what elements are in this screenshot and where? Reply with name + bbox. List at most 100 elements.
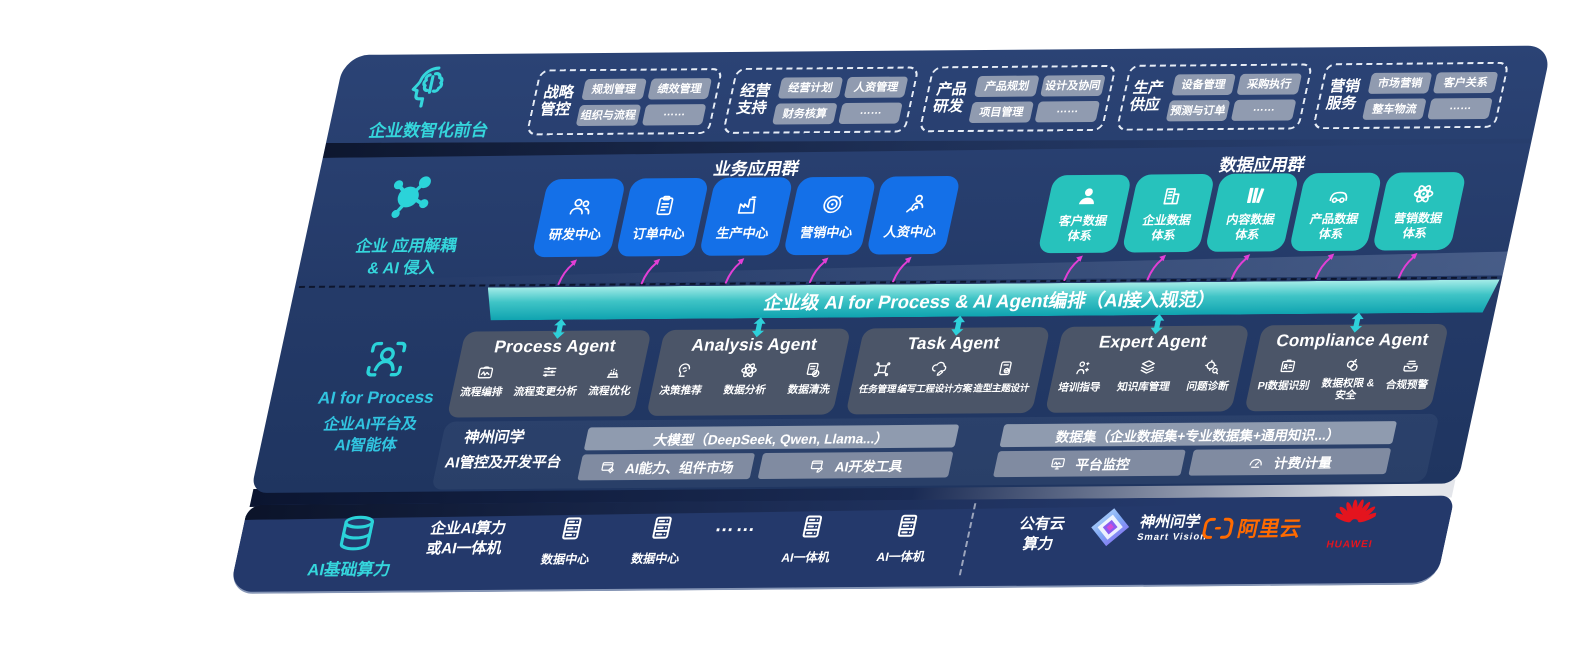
server-icon	[644, 512, 681, 544]
alibaba-cloud-bracket-icon	[1202, 517, 1234, 539]
hr-people-icon	[901, 191, 931, 216]
agent-item: 数据权限 & 安全	[1315, 355, 1383, 402]
flow-arrow-icon	[892, 256, 912, 283]
group-title: 营销服务	[1324, 78, 1362, 113]
training-icon	[1071, 358, 1095, 378]
users-icon	[566, 193, 596, 218]
ai-platform-label-line1: 企业AI平台及	[321, 415, 419, 434]
capability-pill: 组织与流程	[575, 104, 642, 126]
node-ai-appliance-2: AI一体机	[868, 510, 942, 565]
flow-arrow-icon	[1146, 254, 1167, 281]
cell-platform-monitor: 平台监控	[992, 449, 1186, 478]
agent-process: Process Agent 流程编排 流程变更分析 流程优化	[446, 330, 652, 418]
agent-title: Task Agent	[905, 333, 1002, 354]
capability-pill: ……	[1427, 97, 1493, 119]
workflow-icon	[473, 362, 497, 382]
capability-pill: 设计及协同	[1040, 74, 1106, 96]
capability-pill: 人资管理	[843, 76, 909, 98]
car-icon	[1324, 182, 1354, 207]
sliders-icon	[537, 362, 561, 382]
node-ai-appliance-1: AI一体机	[773, 510, 847, 565]
capability-pill: 绩效管理	[647, 77, 713, 100]
huawei-logo: HUAWEI	[1318, 496, 1390, 550]
smart-vision-diamond-icon	[1091, 508, 1130, 547]
capability-pill: 财务核算	[772, 102, 838, 125]
capability-pill: ……	[1034, 100, 1100, 122]
smart-vision-sub: Smart Vision	[1135, 531, 1209, 543]
app-label: 企业数据体系	[1141, 213, 1193, 243]
agent-item: 知识库管理	[1116, 357, 1177, 394]
agent-item: 数据分析	[722, 360, 772, 397]
app-label: 营销数据体系	[1392, 211, 1444, 241]
capability-pill: 预测与订单	[1165, 99, 1231, 121]
data-clean-icon	[801, 360, 825, 380]
datasets-bar: 数据集（企业数据集+专业数据集+通用知识...）	[999, 421, 1398, 448]
capability-pill: 客户关系	[1433, 71, 1499, 93]
link-rings-icon	[1340, 355, 1364, 375]
group-title: 经营支持	[734, 82, 773, 117]
agent-item: 决策推荐	[658, 361, 708, 398]
group-title: 产品研发	[931, 81, 969, 116]
flow-arrow-icon	[557, 259, 578, 285]
agent-expert: Expert Agent 培训指导 知识库管理 问题诊断	[1044, 325, 1250, 413]
ai-bus-label: 企业级 AI for Process & AI Agent编排（AI接入规范）	[761, 288, 1219, 313]
agent-item: 合规预警	[1384, 355, 1434, 392]
cell-ai-components: AI能力、组件市场	[577, 453, 756, 481]
server-icon	[553, 512, 590, 544]
group-title: 战略管控	[538, 84, 576, 119]
agent-item: 问题诊断	[1185, 356, 1235, 393]
agent-title: Analysis Agent	[689, 334, 820, 355]
flow-arrow-icon	[1314, 253, 1335, 280]
ellipsis-label: ……	[713, 514, 760, 537]
factory-icon	[734, 192, 764, 217]
server-icon	[794, 510, 831, 542]
app-box-marketing-center: 营销中心	[782, 176, 878, 256]
monitor-icon	[1047, 455, 1069, 473]
agent-analysis: Analysis Agent 决策推荐 数据分析 数据清洗	[646, 328, 852, 417]
group-supply: 生产供应 设备管理 采购执行 预测与订单 ……	[1115, 63, 1314, 131]
decouple-label: 企业 应用解耦 & AI 侵入	[296, 235, 511, 281]
target-icon	[817, 191, 847, 216]
agent-title: Compliance Agent	[1274, 329, 1431, 351]
app-label: 内容数据体系	[1224, 212, 1277, 242]
group-title: 生产供应	[1127, 79, 1166, 114]
group-operation: 经营支持 经营计划 人资管理 财务核算 ……	[722, 66, 920, 134]
decouple-label-line1: 企业 应用解耦	[354, 237, 459, 256]
front-stage-groups: 战略管控 规划管理 绩效管理 组织与流程 …… 经营支持 经营计划 人资管理 财…	[525, 61, 1510, 136]
agent-item: 流程优化	[587, 361, 637, 398]
layers-icon	[1136, 357, 1160, 377]
data-box-product: 产品数据体系	[1288, 172, 1384, 252]
capability-pill: ……	[838, 102, 904, 124]
cloud-design-icon	[927, 359, 951, 379]
alibaba-cloud-logo: 阿里云	[1200, 513, 1305, 544]
bus-link-arrow-icon	[552, 318, 567, 339]
app-box-production-center: 生产中心	[698, 177, 794, 256]
capability-pill: 设备管理	[1171, 73, 1237, 95]
flow-arrow-icon	[1397, 252, 1418, 279]
flow-arrow-icon	[1063, 255, 1083, 282]
insight-head-icon	[673, 361, 697, 381]
cell-ai-devtools: AI开发工具	[757, 451, 954, 480]
books-icon	[1241, 183, 1271, 208]
data-box-customer: 客户数据体系	[1037, 174, 1132, 254]
app-label: 人资中心	[882, 223, 938, 239]
agent-title: Process Agent	[492, 336, 618, 357]
agents-row: Process Agent 流程编排 流程变更分析 流程优化 Analysis …	[446, 323, 1450, 418]
group-product: 产品研发 产品规划 设计及协同 项目管理 ……	[918, 64, 1117, 133]
clipboard-icon	[650, 193, 680, 218]
gauge-icon	[1245, 453, 1267, 471]
app-label: 营销中心	[798, 224, 855, 240]
agent-item: 编写工程设计方案	[896, 359, 978, 395]
agent-item: 培训指导	[1057, 357, 1107, 394]
models-bar: 大模型（DeepSeek, Qwen, Llama...）	[583, 424, 960, 451]
bus-link-arrow-icon	[752, 317, 766, 338]
person-icon	[1073, 184, 1103, 209]
capability-pill: 产品规划	[974, 75, 1040, 97]
business-apps-row: 研发中心 订单中心 生产中心 营销中心 人资中心	[531, 175, 961, 258]
decouple-label-line2: & AI 侵入	[365, 260, 438, 278]
app-label: 客户数据体系	[1057, 213, 1109, 244]
app-label: 研发中心	[547, 226, 603, 242]
id-card-icon	[1276, 356, 1300, 376]
data-apps-row: 客户数据体系 企业数据体系 内容数据体系 产品数据体系 营销数据体系	[1037, 171, 1467, 254]
capability-pill: 市场营销	[1367, 71, 1433, 94]
